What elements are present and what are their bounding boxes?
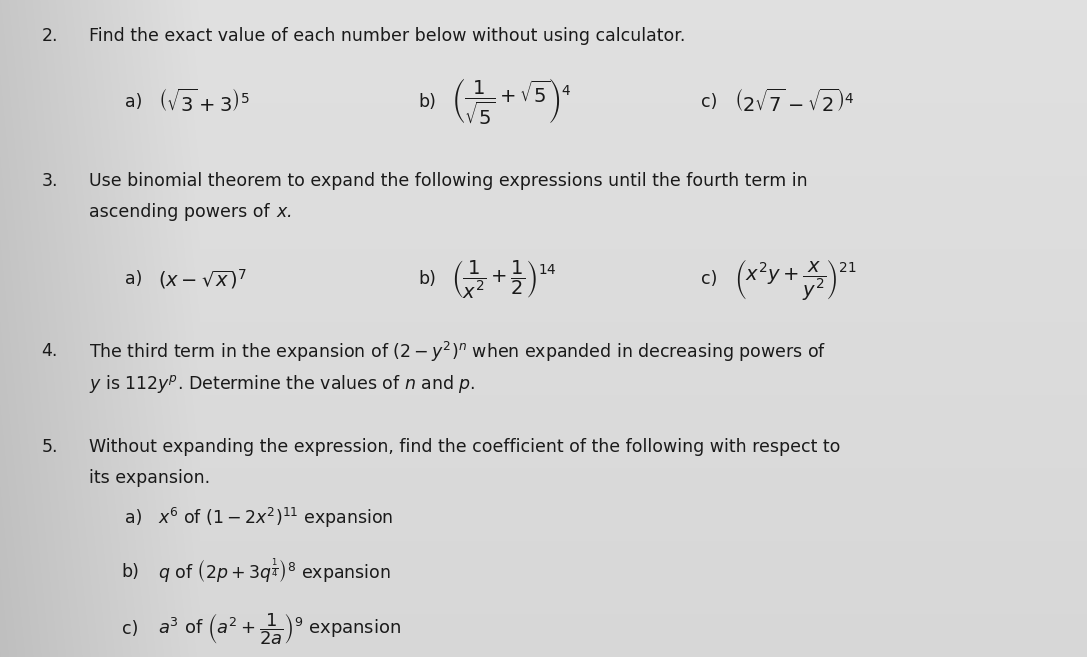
Text: b): b) [418,270,436,288]
Text: $\left(\sqrt{3}+3\right)^{5}$: $\left(\sqrt{3}+3\right)^{5}$ [158,88,249,116]
Text: c): c) [701,270,717,288]
Text: $x^{6}$ of $\left(1-2x^{2}\right)^{11}$ expansion: $x^{6}$ of $\left(1-2x^{2}\right)^{11}$ … [158,506,392,530]
Text: $\left(\dfrac{1}{x^{2}}+\dfrac{1}{2}\right)^{14}$: $\left(\dfrac{1}{x^{2}}+\dfrac{1}{2}\rig… [451,258,557,300]
Text: a): a) [125,270,142,288]
Text: Find the exact value of each number below without using calculator.: Find the exact value of each number belo… [89,27,686,45]
Text: a): a) [125,509,142,527]
Text: ascending powers of: ascending powers of [89,202,275,221]
Text: c): c) [701,93,717,111]
Text: The third term in the expansion of $(2-y^{2})^{n}$ when expanded in decreasing p: The third term in the expansion of $(2-y… [89,340,826,363]
Text: Use binomial theorem to expand the following expressions until the fourth term i: Use binomial theorem to expand the follo… [89,171,808,190]
Text: c): c) [122,620,138,638]
Text: 2.: 2. [41,27,58,45]
Text: $\left(x^{2}y+\dfrac{x}{y^{2}}\right)^{21}$: $\left(x^{2}y+\dfrac{x}{y^{2}}\right)^{2… [734,257,857,302]
Text: a): a) [125,93,142,111]
Text: $x$.: $x$. [276,202,292,221]
Text: Without expanding the expression, find the coefficient of the following with res: Without expanding the expression, find t… [89,438,840,456]
Text: $a^{3}$ of $\left(a^{2}+\dfrac{1}{2a}\right)^{9}$ expansion: $a^{3}$ of $\left(a^{2}+\dfrac{1}{2a}\ri… [158,611,401,646]
Text: 3.: 3. [41,171,58,190]
Text: $\left(x-\sqrt{x}\right)^{7}$: $\left(x-\sqrt{x}\right)^{7}$ [158,267,247,291]
Text: $y$ is $112y^{p}$. Determine the values of $n$ and $p$.: $y$ is $112y^{p}$. Determine the values … [89,373,476,396]
Text: 5.: 5. [41,438,58,456]
Text: b): b) [418,93,436,111]
Text: $q$ of $\left(2p+3q^{\frac{1}{4}}\right)^{8}$ expansion: $q$ of $\left(2p+3q^{\frac{1}{4}}\right)… [158,558,390,585]
Text: b): b) [122,562,139,581]
Text: $\left(\dfrac{1}{\sqrt{5}}+\sqrt{5}\right)^{4}$: $\left(\dfrac{1}{\sqrt{5}}+\sqrt{5}\righ… [451,77,572,127]
Text: $\left(2\sqrt{7}-\sqrt{2}\right)^{4}$: $\left(2\sqrt{7}-\sqrt{2}\right)^{4}$ [734,88,854,116]
Text: its expansion.: its expansion. [89,469,210,487]
Text: 4.: 4. [41,342,58,361]
